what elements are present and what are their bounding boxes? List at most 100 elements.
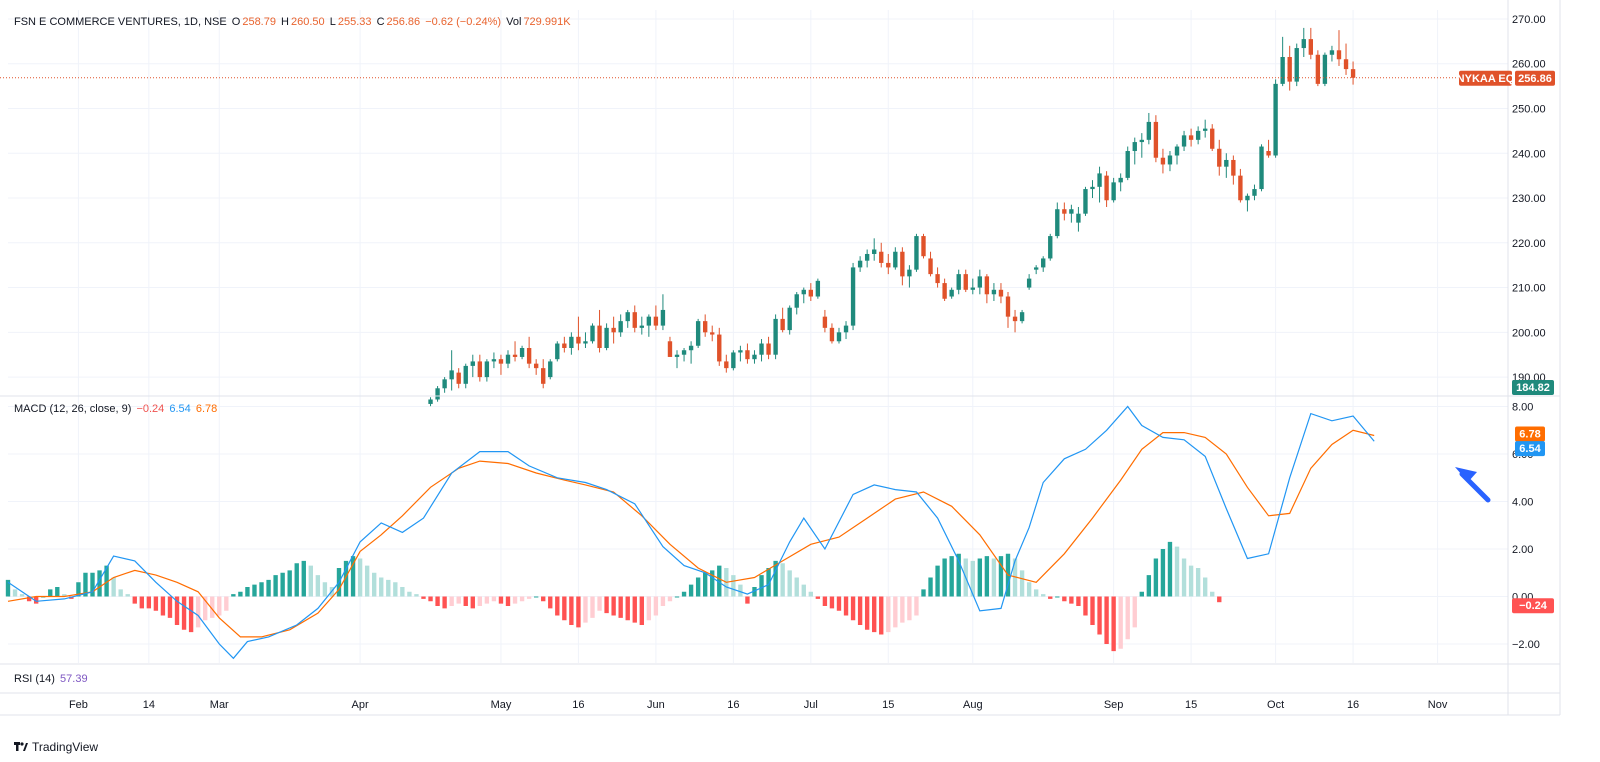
tradingview-logo[interactable]: TradingView xyxy=(14,740,98,754)
candle-body xyxy=(977,276,983,288)
macd-histogram-bar xyxy=(217,596,222,616)
candle-body xyxy=(914,236,919,270)
candle-body xyxy=(745,350,750,360)
macd-histogram-bar xyxy=(893,596,898,628)
candle-body xyxy=(505,354,511,364)
time-tick-label: 14 xyxy=(143,699,155,711)
candle-body xyxy=(449,370,454,380)
macd-histogram-bar xyxy=(301,560,306,597)
macd-histogram-bar xyxy=(322,582,328,597)
candle-body xyxy=(1273,83,1278,156)
candle-body xyxy=(984,276,990,295)
candle-body xyxy=(1019,312,1025,322)
macd-histogram-bar xyxy=(583,596,588,623)
volume-value: 729.991K xyxy=(523,16,571,28)
ticker-tag: NYKAA EQ xyxy=(1457,73,1515,85)
price-tick-label: 270.00 xyxy=(1512,14,1546,26)
candle-body xyxy=(1153,121,1159,158)
macd-histogram-bar xyxy=(1069,596,1074,604)
macd-histogram-bar xyxy=(512,596,518,604)
macd-histogram-bar xyxy=(62,594,67,597)
symbol-title[interactable]: FSN E COMMERCE VENTURES, 1D, NSE xyxy=(14,16,227,28)
macd-histogram-bar xyxy=(1090,596,1095,625)
time-tick-label: Nov xyxy=(1428,699,1448,711)
macd-histogram-bar xyxy=(900,596,905,623)
macd-histogram-bar xyxy=(55,587,60,597)
macd-legend[interactable]: MACD (12, 26, close, 9) −0.24 6.54 6.78 xyxy=(14,402,219,416)
candle-body xyxy=(801,289,806,295)
macd-histogram-bar xyxy=(928,577,933,597)
macd-histogram-bar xyxy=(372,572,377,597)
price-tick-label: 240.00 xyxy=(1512,148,1546,160)
macd-histogram-bar xyxy=(935,565,940,597)
time-tick-label: 15 xyxy=(882,699,894,711)
macd-histogram-bar xyxy=(1132,596,1137,628)
candle-body xyxy=(1343,59,1349,70)
tradingview-brand: TradingView xyxy=(32,740,99,754)
candle-body xyxy=(738,350,743,353)
macd-histogram-bar xyxy=(449,596,454,606)
macd-histogram-bar xyxy=(203,596,208,621)
candle-body xyxy=(724,361,729,369)
macd-histogram-bar xyxy=(1118,596,1123,649)
price-tick-label: 230.00 xyxy=(1512,193,1546,205)
candle-body xyxy=(1266,151,1271,156)
candle-body xyxy=(759,343,764,355)
macd-histogram-bar xyxy=(949,556,954,597)
histogram-tag: −0.24 xyxy=(1519,600,1548,612)
candle-body xyxy=(808,289,813,297)
macd-histogram-bar xyxy=(456,596,461,604)
macd-histogram-bar xyxy=(991,558,997,597)
macd-histogram-bar xyxy=(1181,558,1187,597)
macd-tag: 6.54 xyxy=(1519,443,1541,455)
price-tick-label: 210.00 xyxy=(1512,283,1546,295)
candle-body xyxy=(864,253,870,261)
time-tick-label: Sep xyxy=(1104,699,1124,711)
macd-tick-label: 8.00 xyxy=(1512,402,1533,414)
candle-body xyxy=(1336,50,1342,60)
candle-body xyxy=(611,327,616,333)
macd-histogram-bar xyxy=(998,556,1004,597)
candle-body xyxy=(935,274,940,284)
macd-histogram-bar xyxy=(90,572,95,597)
macd-histogram-bar xyxy=(611,596,616,616)
macd-histogram-bar xyxy=(815,596,821,599)
macd-histogram-bar xyxy=(167,596,173,618)
macd-histogram-bar xyxy=(914,596,919,616)
candle-body xyxy=(435,388,440,400)
candle-body xyxy=(1287,57,1292,82)
macd-histogram-bar xyxy=(632,596,637,623)
macd-histogram-bar xyxy=(653,596,659,616)
macd-histogram-bar xyxy=(139,596,144,609)
macd-histogram-bar xyxy=(541,596,546,602)
macd-histogram-bar xyxy=(231,594,236,597)
candle-body xyxy=(815,280,821,297)
last-price-tag-bg xyxy=(1515,70,1555,86)
candle-body xyxy=(1083,189,1088,214)
candle-body xyxy=(1076,213,1081,223)
candle-body xyxy=(625,312,630,322)
candle-body xyxy=(886,262,891,268)
candle-body xyxy=(1055,209,1060,237)
time-tick-label: 16 xyxy=(572,699,584,711)
low-price-tag: 184.82 xyxy=(1516,382,1550,394)
macd-histogram-bar xyxy=(526,596,532,599)
annotation-arrow-icon xyxy=(1455,467,1491,503)
macd-histogram-bar xyxy=(1048,596,1053,599)
macd-histogram-bar xyxy=(745,596,750,604)
macd-histogram-bar xyxy=(703,572,708,597)
candle-body xyxy=(1012,316,1018,322)
macd-histogram-bar xyxy=(717,565,722,597)
macd-histogram-bar xyxy=(1026,582,1032,597)
macd-histogram-bar xyxy=(639,596,644,625)
macd-histogram-bar xyxy=(977,558,983,597)
candle-body xyxy=(681,350,687,355)
macd-histogram-bar xyxy=(738,584,743,597)
macd-histogram-bar xyxy=(421,596,426,599)
macd-histogram-bar xyxy=(26,596,32,602)
candle-body xyxy=(998,289,1004,297)
rsi-legend[interactable]: RSI (14) 57.39 xyxy=(14,672,90,686)
candle-body xyxy=(731,352,736,369)
macd-histogram-bar xyxy=(1076,596,1081,606)
